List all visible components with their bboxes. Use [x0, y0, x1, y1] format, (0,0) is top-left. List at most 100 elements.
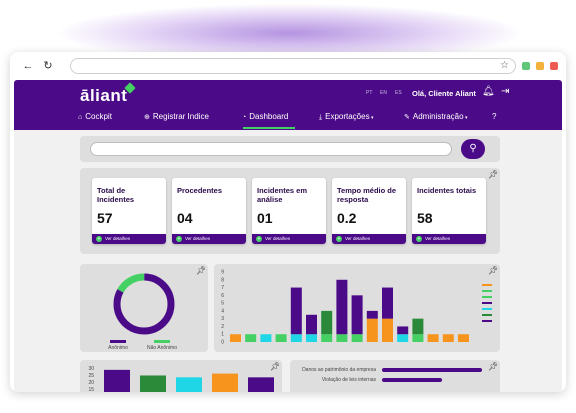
bell-icon[interactable]: 🔔︎ — [482, 86, 495, 97]
bottom-right-chart-panel: 📌︎ Danos ao patrimônio da empresa Violaçã… — [290, 360, 500, 392]
bookmark-star-icon[interactable]: ☆ — [500, 60, 509, 71]
chevron-down-icon: ▾ — [463, 115, 468, 121]
bar-bottom-8 — [351, 334, 363, 342]
browser-window: ← ↻ ☆ āliant PT EN ES Olá, Cliente Alian… — [10, 52, 566, 392]
bar-top-4 — [290, 287, 302, 335]
help-icon[interactable]: ? — [492, 112, 497, 121]
kpi-card-tempo-medio: Tempo médio de resposta 0.2 + Ver detalhe… — [332, 178, 406, 244]
pin-icon[interactable]: 📌︎ — [270, 362, 281, 371]
menu-exportacoes[interactable]: ⤓ Exportações ▾ — [319, 112, 373, 126]
legend-swatch-0 — [110, 340, 126, 343]
bar-bottom-1 — [245, 334, 257, 342]
bar-3 — [212, 373, 238, 392]
donut-slice-1 — [113, 273, 175, 335]
kpi-details-label: Ver detalhes — [105, 236, 131, 241]
bar-bottom-6 — [321, 334, 333, 342]
kpi-card-procedentes: Procedentes 04 + Ver detalhes — [172, 178, 246, 244]
search-icon: ⚲ — [469, 143, 477, 154]
kpi-details-link[interactable]: + Ver detalhes — [252, 234, 326, 244]
bar-top-8 — [351, 295, 363, 335]
kpi-panel: 📌︎ Total de Incidentes 57 + Ver detalhes … — [80, 168, 500, 254]
kpi-card-em-analise: Incidentes em análise 01 + Ver detalhes — [252, 178, 326, 244]
menu-dashboard-label: Dashboard — [249, 112, 289, 121]
kpi-title: Incidentes em análise — [257, 186, 308, 204]
pin-icon[interactable]: 📌︎ — [488, 266, 499, 275]
bar-bottom-0 — [230, 334, 241, 342]
app-header: āliant PT EN ES Olá, Cliente Aliant 🔔︎ ⇥… — [14, 80, 562, 130]
horizontal-bar-chart: Danos ao patrimônio da empresa Violação d… — [302, 367, 482, 383]
menu-administracao[interactable]: ✎ Administração ▾ — [404, 112, 467, 126]
legend-label-1: Não Anônimo — [147, 345, 177, 351]
window-dot-green-icon[interactable] — [522, 62, 530, 70]
user-greeting[interactable]: Olá, Cliente Aliant — [412, 89, 476, 98]
window-dot-red-icon[interactable] — [550, 62, 558, 70]
language-pt[interactable]: PT — [366, 90, 373, 96]
kpi-title: Procedentes — [177, 186, 223, 195]
download-icon: ⤓ — [319, 114, 323, 121]
y-tick-label: 8 — [221, 277, 224, 283]
menu-exportacoes-label: Exportações — [325, 112, 370, 121]
kpi-title: Total de Incidentes — [97, 186, 135, 204]
category-label-0: Danos ao patrimônio da empresa — [302, 367, 376, 373]
pin-icon[interactable]: 📌︎ — [488, 362, 499, 371]
y-tick-label: 25 — [88, 373, 94, 379]
kpi-details-label: Ver detalhes — [185, 236, 211, 241]
logout-icon[interactable]: ⇥ — [501, 86, 510, 97]
y-tick-label: 30 — [88, 366, 94, 372]
language-es[interactable]: ES — [395, 90, 402, 96]
bar-top-7 — [336, 279, 348, 335]
kpi-details-link[interactable]: + Ver detalhes — [172, 234, 246, 244]
pin-icon[interactable]: 📌︎ — [488, 170, 499, 179]
y-tick-label: 4 — [221, 308, 224, 314]
plus-icon: + — [336, 236, 342, 242]
kpi-value: 04 — [177, 210, 193, 226]
back-arrow-icon[interactable]: ← — [22, 60, 34, 72]
address-bar[interactable]: ☆ — [70, 58, 516, 74]
bar-top-6 — [321, 310, 333, 335]
hbar-1 — [382, 378, 442, 382]
bar-top-12 — [412, 318, 424, 335]
menu-cockpit[interactable]: ⌂ Cockpit — [78, 112, 112, 126]
kpi-value: 58 — [417, 210, 433, 226]
y-tick-label: 15 — [88, 387, 94, 392]
bar-bottom-3 — [275, 334, 287, 342]
donut-chart-panel: 📌︎ Anônimo Não Anônimo — [80, 264, 208, 352]
kpi-details-link[interactable]: + Ver detalhes — [332, 234, 406, 244]
bar-top-10 — [382, 287, 393, 319]
search-bar: ⚲ — [80, 136, 500, 162]
bar-bottom-4 — [290, 334, 302, 342]
category-label-1: Violação de leis internas — [322, 377, 377, 383]
plus-circle-icon: ⊕ — [144, 114, 150, 121]
aliant-logo[interactable]: āliant — [80, 86, 128, 105]
kpi-details-link[interactable]: + Ver detalhes — [412, 234, 486, 244]
kpi-title: Tempo médio de resposta — [337, 186, 397, 204]
menu-dashboard[interactable]: ◔ Dashboard — [242, 112, 288, 126]
y-tick-label: 1 — [221, 332, 224, 338]
pin-icon[interactable]: 📌︎ — [196, 266, 207, 275]
plus-icon: + — [96, 236, 102, 242]
bar-0 — [104, 369, 130, 392]
menu-registrar-indice[interactable]: ⊕ Registrar Indice — [144, 112, 209, 126]
bottom-left-chart-panel: 📌︎ 30 25 20 15 — [80, 360, 282, 392]
home-icon: ⌂ — [78, 114, 83, 121]
legend-label-0: Anônimo — [108, 345, 128, 351]
kpi-details-label: Ver detalhes — [345, 236, 371, 241]
bar-bottom-9 — [366, 318, 378, 342]
donut-slice-0 — [113, 273, 175, 335]
legend-swatch-5 — [482, 314, 492, 316]
active-tab-indicator — [243, 127, 295, 129]
reload-icon[interactable]: ↻ — [43, 60, 53, 72]
y-tick-label: 0 — [221, 340, 224, 346]
search-button[interactable]: ⚲ — [461, 139, 485, 159]
kpi-details-link[interactable]: + Ver detalhes — [92, 234, 166, 244]
bar-1 — [140, 375, 166, 392]
search-input[interactable] — [90, 142, 452, 156]
kpi-value: 01 — [257, 210, 273, 226]
y-tick-label: 9 — [221, 270, 224, 276]
language-en[interactable]: EN — [380, 90, 387, 96]
window-dot-yellow-icon[interactable] — [536, 62, 544, 70]
bar-top-5 — [306, 314, 317, 335]
legend-swatch-4 — [482, 308, 492, 310]
legend-swatch-3 — [482, 302, 492, 304]
